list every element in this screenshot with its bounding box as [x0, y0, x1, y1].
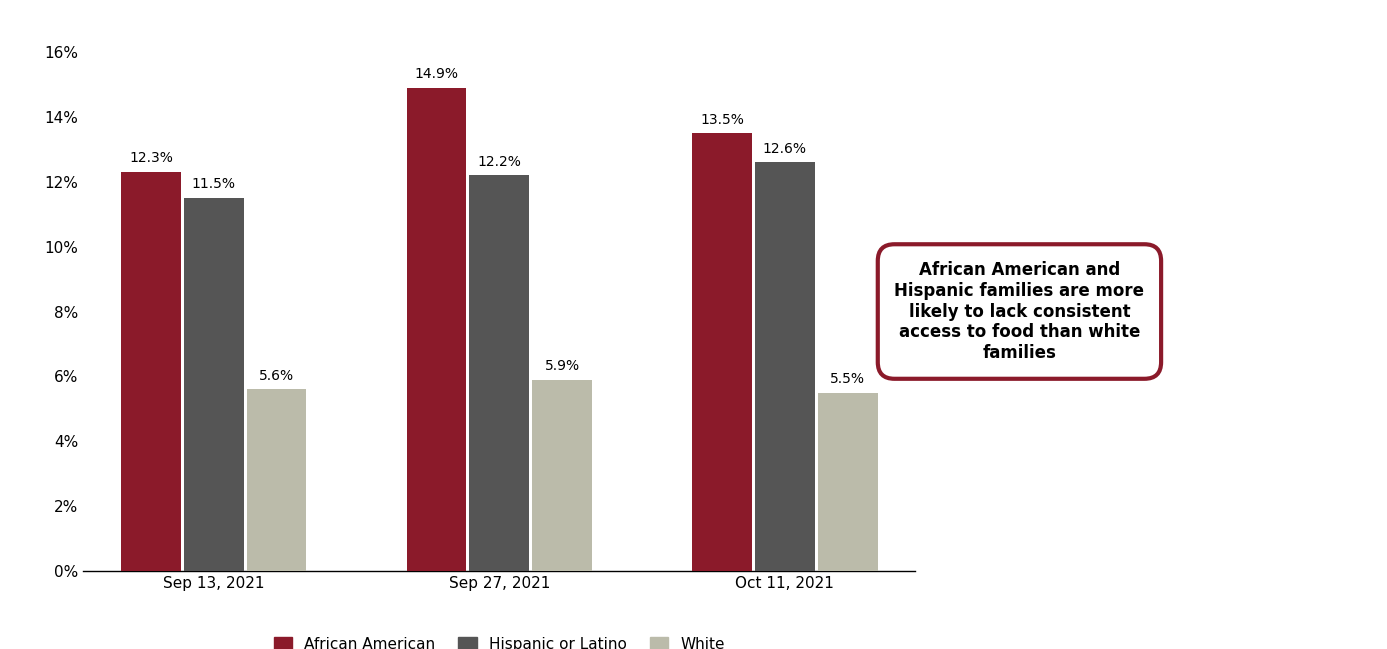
Bar [818, 393, 878, 571]
Text: 13.5%: 13.5% [700, 112, 743, 127]
Bar [692, 133, 752, 571]
Bar [755, 162, 814, 571]
Text: 12.3%: 12.3% [129, 151, 173, 165]
Bar [533, 380, 592, 571]
Bar [184, 198, 244, 571]
Text: 14.9%: 14.9% [415, 67, 459, 81]
Text: 5.9%: 5.9% [545, 359, 580, 373]
Text: 5.5%: 5.5% [831, 372, 865, 386]
Bar [469, 175, 530, 571]
Bar [247, 389, 307, 571]
Legend: African American, Hispanic or Latino, White: African American, Hispanic or Latino, Wh… [268, 631, 731, 649]
Bar [121, 172, 180, 571]
Text: 11.5%: 11.5% [191, 177, 236, 191]
Text: 5.6%: 5.6% [259, 369, 294, 383]
Bar [406, 88, 466, 571]
Text: African American and
Hispanic families are more
likely to lack consistent
access: African American and Hispanic families a… [895, 261, 1144, 362]
Text: 12.6%: 12.6% [763, 141, 807, 156]
Text: 12.2%: 12.2% [477, 154, 522, 169]
